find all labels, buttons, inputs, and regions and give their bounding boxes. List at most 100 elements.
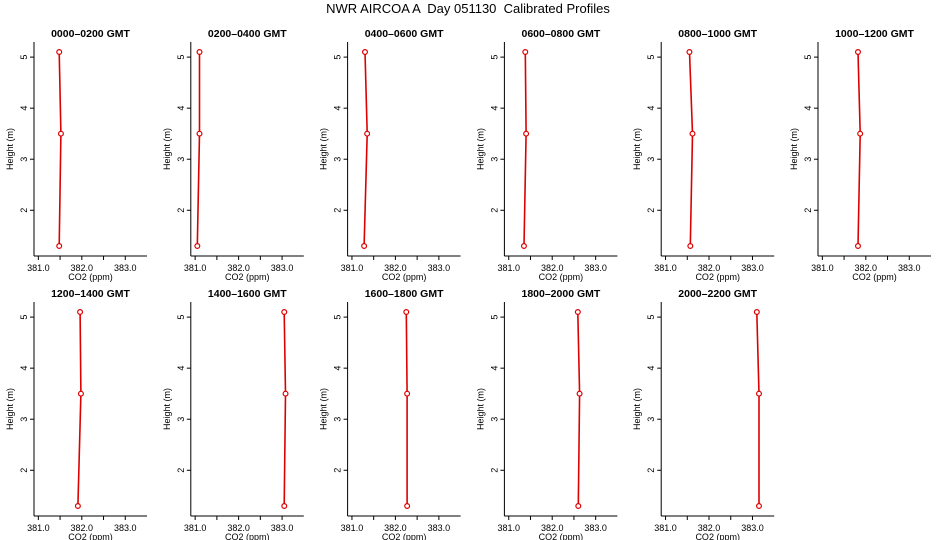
profile-line [58,51,62,247]
profile-line [523,51,527,247]
profile-line [405,311,408,506]
y-tick-label: 4 [333,366,343,371]
y-tick-label: 5 [176,55,186,60]
x-tick-label: 381.0 [497,263,520,273]
profile-point [576,390,583,397]
profile-point [196,48,203,55]
profile-point [74,503,81,510]
profile-line [77,311,82,507]
profile-point [364,130,371,137]
y-axis-label: Height (m) [632,128,642,170]
y-axis-label: Height (m) [319,128,329,170]
x-axis-label: CO2 (ppm) [382,272,427,282]
panel-title: 1200–1400 GMT [51,288,130,300]
profile-point [686,48,693,55]
x-tick-label: 383.0 [741,263,764,273]
x-axis-label: CO2 (ppm) [695,532,740,540]
y-tick-label: 2 [333,208,343,213]
x-tick-label: 381.0 [27,263,50,273]
y-tick-label: 3 [333,417,343,422]
y-axis-label: Height (m) [319,388,329,430]
x-tick-label: 383.0 [584,263,607,273]
profile-line [577,311,581,507]
y-tick-label: 2 [646,468,656,473]
y-tick-label: 3 [176,417,186,422]
profile-line [756,311,760,506]
y-tick-label: 3 [333,157,343,162]
panel-title: 1400–1600 GMT [208,288,287,300]
x-tick-label: 383.0 [114,523,137,533]
profile-point [361,243,368,250]
y-tick-label: 4 [803,106,813,111]
x-tick-label: 382.0 [698,523,721,533]
panel-title: 0000–0200 GMT [51,28,130,40]
x-tick-label: 382.0 [71,263,94,273]
x-tick-label: 381.0 [654,523,677,533]
x-tick-label: 382.0 [71,523,94,533]
y-tick-label: 4 [333,106,343,111]
x-tick-label: 382.0 [227,523,250,533]
figure-title: NWR AIRCOA A Day 051130 Calibrated Profi… [326,1,610,16]
profile-point [755,503,762,510]
y-tick-label: 5 [489,315,499,320]
profile-point [520,243,527,250]
profile-point [77,309,84,316]
profile-point [57,130,64,137]
y-tick-label: 2 [176,468,186,473]
x-tick-label: 381.0 [27,523,50,533]
x-tick-label: 383.0 [271,263,294,273]
panel-title: 0400–0600 GMT [365,28,444,40]
x-tick-label: 382.0 [227,263,250,273]
x-tick-label: 382.0 [384,523,407,533]
profile-point [196,130,203,137]
profile-point [56,243,63,250]
y-tick-label: 5 [803,55,813,60]
x-tick-label: 381.0 [341,523,364,533]
x-tick-label: 381.0 [654,263,677,273]
profile-point [282,390,289,397]
y-axis-label: Height (m) [5,388,15,430]
y-tick-label: 3 [646,417,656,422]
profile-point [77,390,84,397]
y-tick-label: 5 [646,315,656,320]
x-tick-label: 381.0 [341,263,364,273]
y-tick-label: 4 [19,366,29,371]
y-tick-label: 4 [176,366,186,371]
profile-point [522,48,529,55]
y-tick-label: 2 [489,208,499,213]
x-tick-label: 383.0 [428,523,451,533]
y-tick-label: 3 [176,157,186,162]
x-tick-label: 383.0 [114,263,137,273]
x-axis-label: CO2 (ppm) [539,532,584,540]
x-tick-label: 383.0 [584,523,607,533]
profile-point [194,243,201,250]
y-tick-label: 3 [489,157,499,162]
y-tick-label: 5 [489,55,499,60]
profile-point [281,503,288,510]
panel-title: 0600–0800 GMT [521,28,600,40]
profile-line [688,51,694,247]
profile-line [363,51,369,247]
x-tick-label: 383.0 [898,263,921,273]
panel-title: 1800–2000 GMT [521,288,600,300]
x-tick-label: 383.0 [271,523,294,533]
panel-title: 0800–1000 GMT [678,28,757,40]
x-axis-label: CO2 (ppm) [68,272,113,282]
y-tick-label: 4 [176,106,186,111]
x-axis-label: CO2 (ppm) [539,272,584,282]
y-tick-label: 2 [489,468,499,473]
profile-point [755,390,762,397]
profile-point [56,48,63,55]
profile-point [575,503,582,510]
y-tick-label: 4 [646,106,656,111]
y-tick-label: 3 [803,157,813,162]
x-tick-label: 382.0 [541,263,564,273]
profile-line [857,51,862,247]
profile-point [403,309,410,316]
x-tick-label: 382.0 [384,263,407,273]
profile-point [523,130,530,137]
profile-point [854,48,861,55]
y-axis-label: Height (m) [632,388,642,430]
y-tick-label: 5 [333,315,343,320]
